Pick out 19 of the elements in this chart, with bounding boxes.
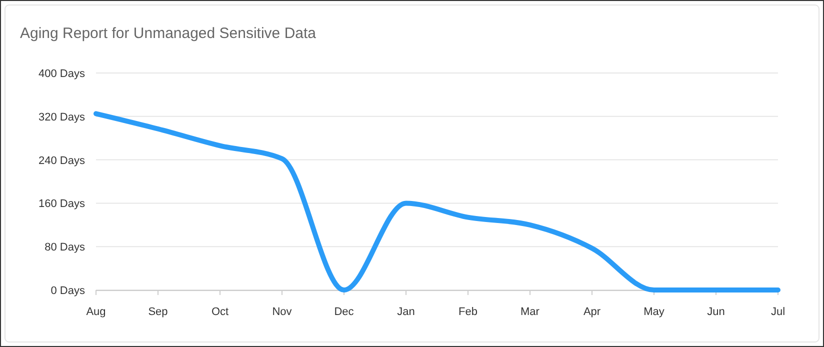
x-tick-label: Nov <box>272 306 292 318</box>
x-tick-label: Apr <box>583 306 601 318</box>
x-tick-label: Aug <box>86 306 106 318</box>
x-tick-label: Feb <box>458 306 478 318</box>
y-tick-label: 0 Days <box>50 285 86 297</box>
x-tick-label: May <box>644 306 665 318</box>
y-tick-label: 240 Days <box>38 154 86 167</box>
x-tick-label: Jun <box>707 306 725 318</box>
x-tick-label: Sep <box>148 306 168 318</box>
chart-title: Aging Report for Unmanaged Sensitive Data <box>20 25 317 42</box>
y-tick-label: 400 Days <box>38 68 86 80</box>
x-tick-label: Jul <box>770 306 786 318</box>
x-tick-label: Mar <box>520 306 540 318</box>
x-tick-label: Oct <box>211 306 229 318</box>
y-tick-label: 320 Days <box>38 111 86 124</box>
x-tick-label: Jan <box>397 306 415 318</box>
y-tick-label: 80 Days <box>44 242 86 254</box>
y-tick-label: 160 Days <box>38 198 86 210</box>
x-tick-label: Dec <box>334 306 354 318</box>
